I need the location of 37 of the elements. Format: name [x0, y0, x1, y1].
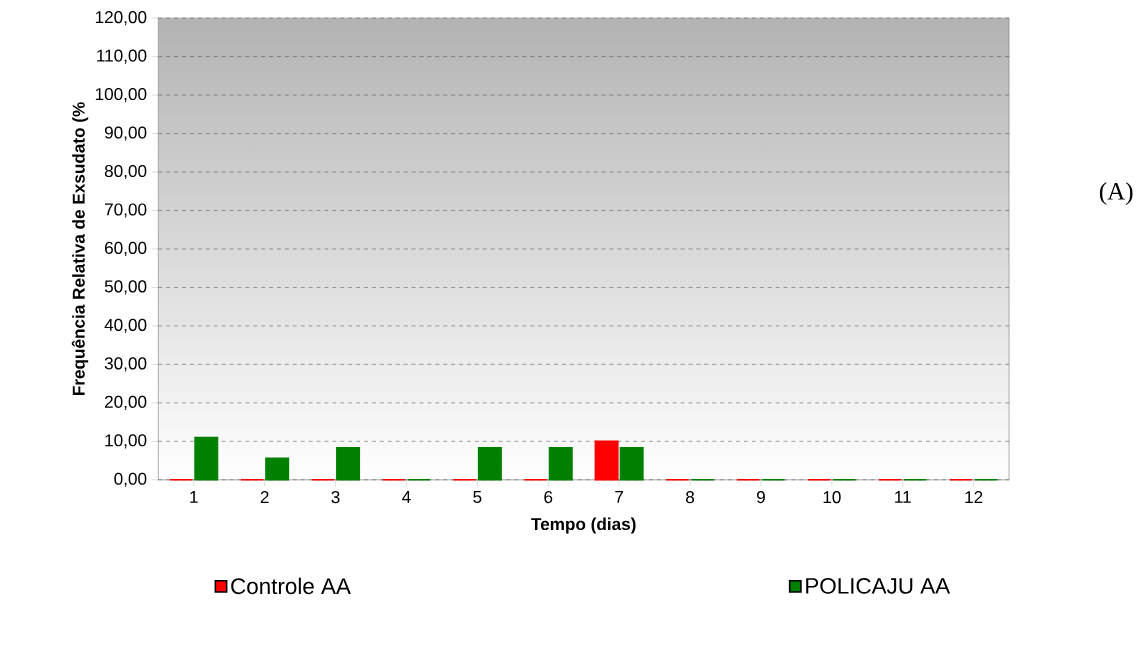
x-tick-label: 7 [615, 491, 624, 503]
y-tick-label: 0,00 [114, 472, 147, 487]
bar [265, 457, 290, 481]
bar [594, 440, 619, 481]
x-tick-label: 1 [190, 491, 198, 503]
y-tick-label: 100,00 [95, 88, 147, 103]
x-tick-label: 10 [823, 491, 841, 504]
x-axis-title: Tempo (dias) [531, 517, 636, 534]
x-tick-label: 9 [756, 491, 765, 504]
legend-label: Controle AA [231, 577, 351, 595]
x-tick-label: 4 [402, 491, 411, 503]
bar [336, 447, 361, 481]
y-tick-label: 50,00 [104, 280, 147, 295]
bar [548, 447, 573, 481]
bar [194, 436, 219, 481]
y-tick-label: 120,00 [95, 11, 147, 26]
x-tick-label: 6 [544, 491, 553, 504]
bar [619, 447, 644, 481]
y-tick-label: 60,00 [104, 241, 147, 257]
legend-label: POLICAJU AA [806, 577, 951, 594]
text: (A) [1099, 182, 1133, 205]
x-tick-label: 2 [260, 491, 269, 504]
x-tick-label: 12 [965, 491, 983, 504]
y-tick-label: 30,00 [104, 357, 147, 372]
y-tick-label: 10,00 [105, 434, 147, 449]
x-tick-label: 8 [686, 491, 695, 504]
bar [477, 447, 502, 481]
y-tick-label: 90,00 [104, 126, 147, 141]
y-tick-label: 110,00 [97, 49, 147, 64]
y-tick-label: 80,00 [104, 164, 147, 180]
y-tick-label: 20,00 [104, 395, 147, 410]
y-tick-label: 40,00 [104, 318, 147, 333]
x-tick-label: 5 [473, 491, 482, 504]
y-tick-label: 70,00 [105, 203, 147, 218]
y-axis-title: Frequência Relativa de Exsudato (% [71, 102, 89, 396]
x-tick-label: 3 [331, 491, 340, 504]
x-tick-label: 11 [895, 491, 911, 503]
